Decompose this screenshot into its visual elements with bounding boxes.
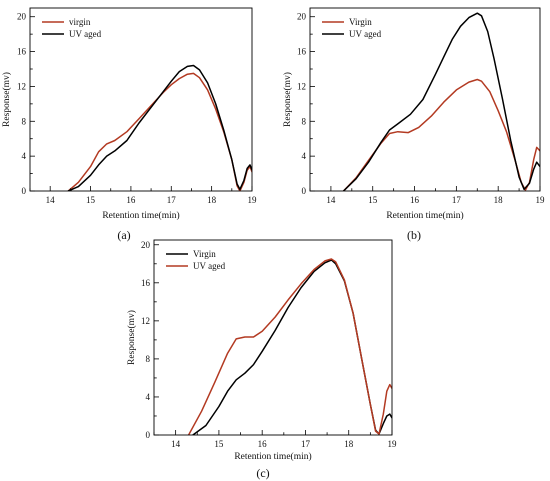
y-axis-title-c: Response(mv) bbox=[126, 310, 137, 365]
series-b-2-line bbox=[342, 12, 540, 191]
y-tick-label-c-4: 4 bbox=[146, 392, 151, 402]
legend-label-a-1: virgin bbox=[69, 17, 91, 27]
x-tick-label-a-14: 14 bbox=[46, 195, 56, 205]
plot-area-c bbox=[187, 258, 392, 435]
axes-frame-b bbox=[309, 7, 541, 192]
y-tick-label-c-16: 16 bbox=[141, 278, 151, 288]
panel-c-label: (c) bbox=[256, 466, 269, 480]
y-axis-title-a: Response(mv) bbox=[1, 72, 12, 127]
panel-a-label: (a) bbox=[117, 228, 130, 242]
x-tick-label-b-18: 18 bbox=[494, 195, 504, 205]
legend-label-b-1: Virgin bbox=[349, 17, 372, 27]
x-tick-label-b-19: 19 bbox=[536, 195, 546, 205]
y-tick-label-a-12: 12 bbox=[17, 81, 26, 91]
panel-a: (a) 14 15 16 17 18 19 0 4 8 12 16 20 Retention time(… bbox=[1, 7, 258, 242]
legend-label-a-2: UV aged bbox=[69, 29, 102, 39]
y-tick-label-b-16: 16 bbox=[297, 47, 307, 57]
x-tick-label-c-19: 19 bbox=[388, 439, 398, 449]
panel-c: (c) 14 15 16 17 18 19 0 4 8 12 16 20 Retention time(… bbox=[126, 239, 398, 480]
panel-b: (b) 14 15 16 17 18 19 0 4 8 12 16 20 Retention time(… bbox=[282, 7, 546, 242]
x-axis-title-a: Retention time(min) bbox=[102, 210, 179, 221]
series-c-2-line bbox=[187, 258, 392, 435]
series-c-1-line bbox=[192, 259, 392, 435]
x-tick-label-a-19: 19 bbox=[248, 195, 258, 205]
panel-b-label: (b) bbox=[407, 228, 421, 242]
series-b-1-line bbox=[342, 78, 540, 191]
y-tick-label-c-12: 12 bbox=[141, 316, 150, 326]
x-tick-label-c-14: 14 bbox=[171, 439, 181, 449]
x-tick-label-b-14: 14 bbox=[326, 195, 336, 205]
series-a-1-line bbox=[67, 72, 252, 191]
y-tick-label-c-20: 20 bbox=[141, 240, 151, 250]
y-axis-title-b: Response(mv) bbox=[282, 72, 293, 127]
x-tick-label-c-15: 15 bbox=[214, 439, 224, 449]
y-tick-label-a-0: 0 bbox=[22, 186, 27, 196]
x-tick-label-a-18: 18 bbox=[207, 195, 217, 205]
plot-area-a bbox=[67, 64, 252, 191]
axes-frame-a bbox=[29, 7, 253, 192]
legend-label-c-1: Virgin bbox=[193, 249, 216, 259]
x-tick-label-a-15: 15 bbox=[86, 195, 96, 205]
y-tick-label-a-20: 20 bbox=[17, 12, 27, 22]
x-tick-label-c-17: 17 bbox=[301, 439, 311, 449]
x-axis-title-c: Retention time(min) bbox=[234, 451, 311, 462]
plot-area-b bbox=[342, 12, 540, 191]
y-tick-label-b-20: 20 bbox=[297, 12, 307, 22]
x-tick-label-a-17: 17 bbox=[167, 195, 177, 205]
x-tick-label-b-16: 16 bbox=[410, 195, 420, 205]
x-tick-label-c-18: 18 bbox=[344, 439, 354, 449]
x-tick-label-c-16: 16 bbox=[258, 439, 268, 449]
x-tick-label-b-15: 15 bbox=[368, 195, 378, 205]
x-axis-title-b: Retention time(min) bbox=[386, 210, 463, 221]
legend-label-c-2: UV aged bbox=[193, 261, 226, 271]
y-tick-label-a-4: 4 bbox=[22, 151, 27, 161]
x-tick-label-a-16: 16 bbox=[126, 195, 136, 205]
y-tick-label-c-0: 0 bbox=[146, 430, 151, 440]
y-tick-label-a-8: 8 bbox=[22, 116, 27, 126]
x-tick-label-b-17: 17 bbox=[452, 195, 462, 205]
y-tick-label-b-0: 0 bbox=[302, 186, 307, 196]
axes-frame-c bbox=[153, 239, 393, 436]
y-tick-label-c-8: 8 bbox=[146, 354, 151, 364]
series-a-2-line bbox=[67, 64, 252, 191]
y-tick-label-a-16: 16 bbox=[17, 47, 27, 57]
y-tick-label-b-8: 8 bbox=[302, 116, 307, 126]
y-tick-label-b-12: 12 bbox=[297, 81, 306, 91]
legend-label-b-2: UV aged bbox=[349, 29, 382, 39]
y-tick-label-b-4: 4 bbox=[302, 151, 307, 161]
